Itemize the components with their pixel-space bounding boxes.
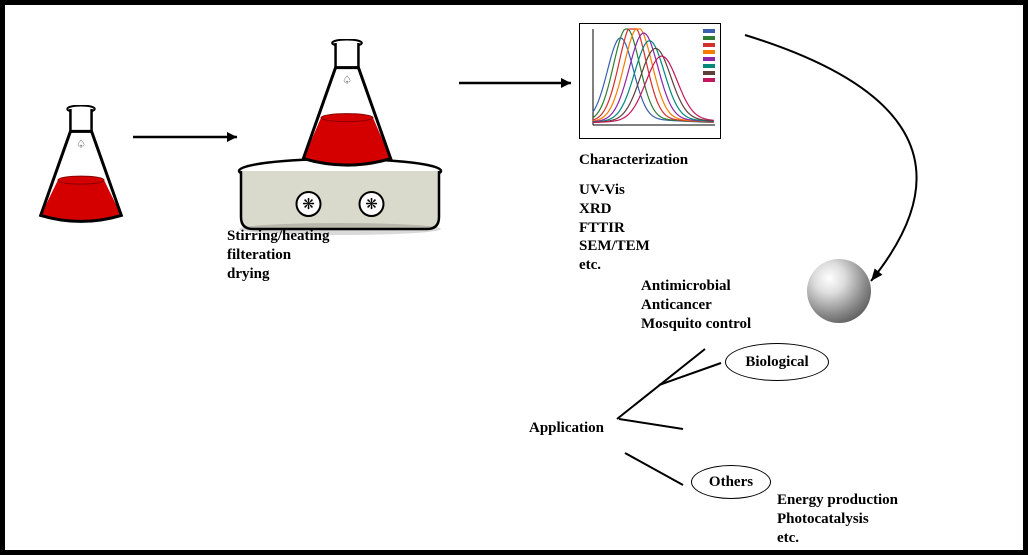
- bubble-biological: Biological: [725, 343, 829, 381]
- others-line: Photocatalysis: [777, 510, 898, 529]
- bubble-others: Others: [691, 465, 771, 499]
- others-line: Energy production: [777, 491, 898, 510]
- others-list: Energy productionPhotocatalysisetc.: [777, 491, 898, 547]
- others-line: etc.: [777, 529, 898, 548]
- diagram-canvas: ♤ ❋❋ ♤ Stirring/heatingfilterationdrying…: [0, 0, 1028, 555]
- application-tree: [5, 5, 1023, 550]
- application-label: Application: [529, 419, 604, 438]
